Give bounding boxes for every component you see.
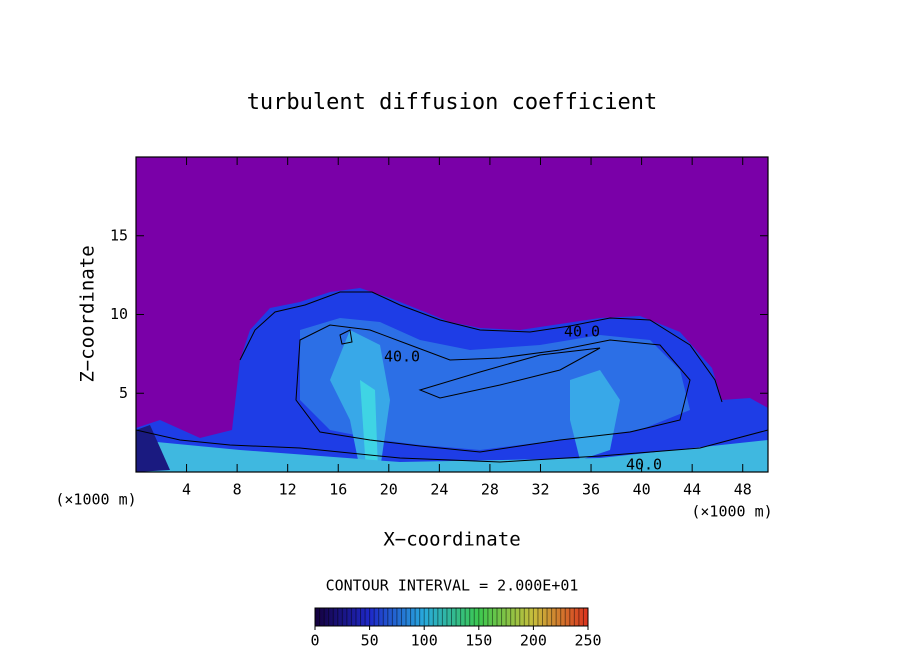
y-tick-label: 5 [119, 384, 128, 402]
y-tick-label: 10 [110, 305, 128, 323]
colorbar-tick-label: 150 [465, 632, 492, 650]
contour-label: 40.0 [626, 456, 662, 474]
x-tick-label: 24 [430, 481, 448, 499]
x-axis-label: X−coordinate [383, 529, 520, 551]
y-tick-label: 15 [110, 226, 128, 244]
colorbar-tick-label: 200 [520, 632, 547, 650]
x-tick-label: 32 [531, 481, 549, 499]
field [136, 157, 768, 472]
x-tick-label: 16 [329, 481, 347, 499]
x-tick-label: 48 [734, 481, 752, 499]
colorbar-tick-label: 0 [310, 632, 319, 650]
contour-label: 40.0 [564, 323, 600, 341]
field-region [136, 425, 170, 472]
x-unit-label: (×1000 m) [55, 491, 136, 509]
field-region [136, 440, 768, 472]
colorbar-tick-label: 50 [361, 632, 379, 650]
colorbar-tick-label: 100 [411, 632, 438, 650]
x-tick-label: 12 [279, 481, 297, 499]
x-tick-label: 8 [233, 481, 242, 499]
y-axis-label: Z−coordinate [77, 245, 99, 382]
contour-lines [136, 291, 768, 463]
x-tick-label: 44 [683, 481, 701, 499]
colorbar-title: CONTOUR INTERVAL = 2.000E+01 [326, 577, 579, 595]
x-tick-label: 36 [582, 481, 600, 499]
colorbar-tick-label: 250 [574, 632, 601, 650]
contour-label: 40.0 [384, 348, 420, 366]
x-tick-label: 4 [182, 481, 191, 499]
field-region [360, 380, 378, 470]
x-tick-label: 20 [380, 481, 398, 499]
x-tick-label: 40 [633, 481, 651, 499]
colorbar [314, 607, 589, 627]
x-tick-label: 28 [481, 481, 499, 499]
chart-title: turbulent diffusion coefficient [247, 90, 658, 115]
x-unit-label: (×1000 m) [691, 503, 772, 521]
